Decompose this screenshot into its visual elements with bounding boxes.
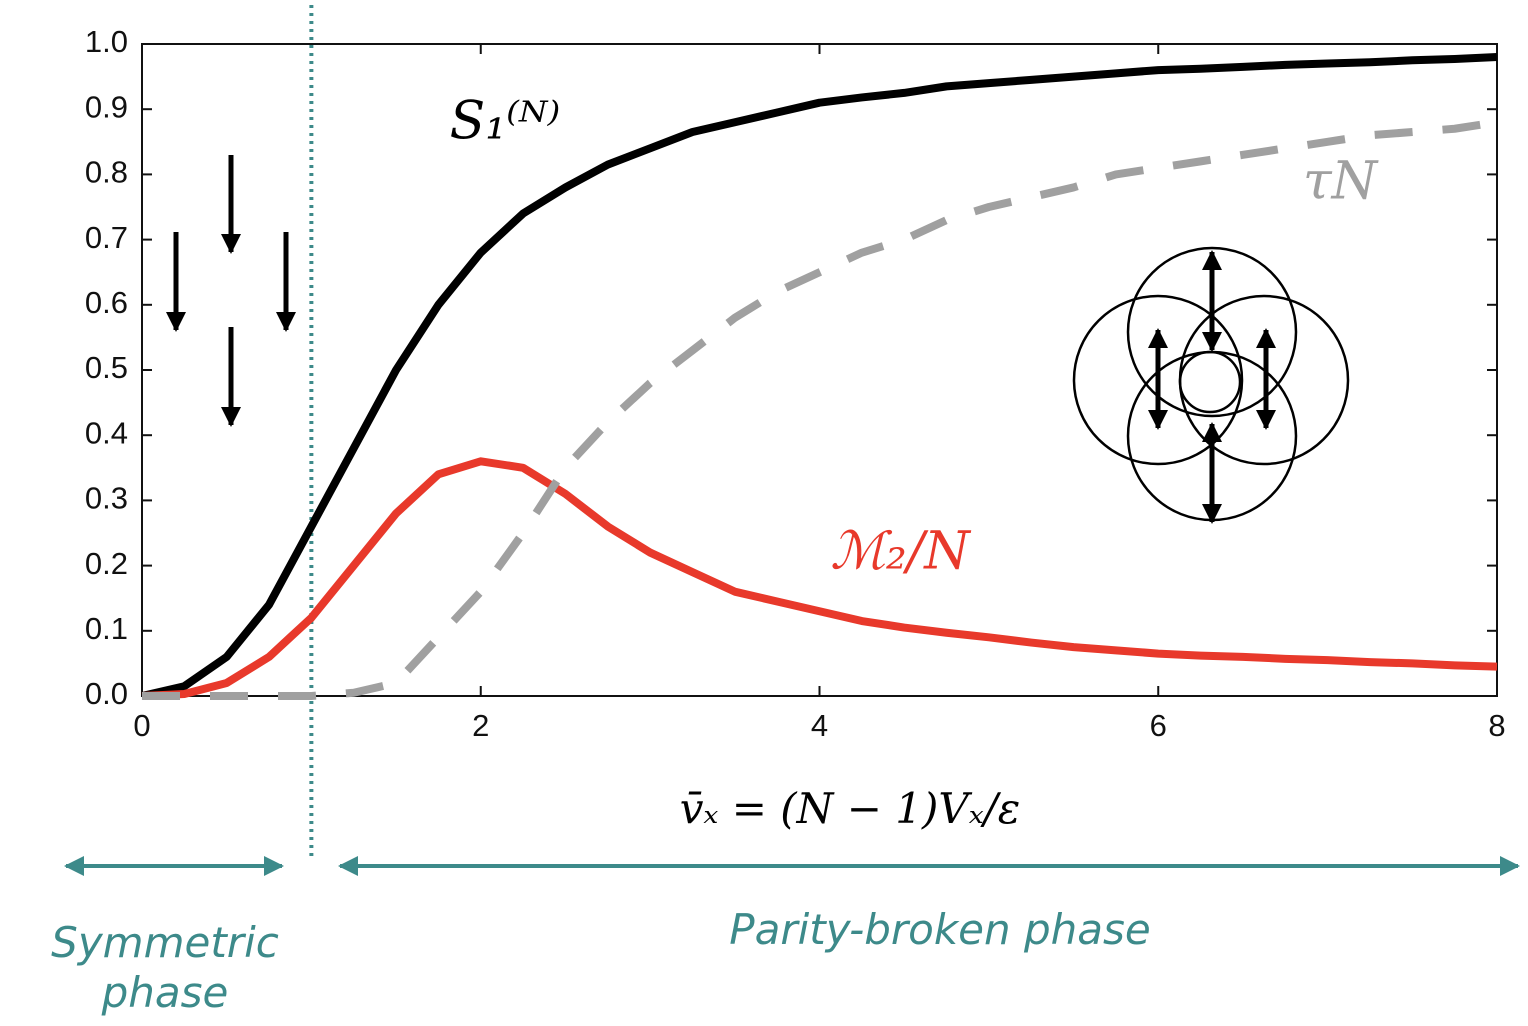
series-label: τN — [1303, 152, 1379, 212]
annotation: Symmetric phase — [51, 918, 279, 1018]
y-tick-label: 0.8 — [85, 155, 128, 190]
x-tick-label: 8 — [1488, 708, 1505, 743]
series-line — [141, 53, 1498, 700]
y-tick-label: 0.0 — [85, 676, 128, 711]
series-line — [141, 457, 1498, 700]
y-tick-label: 0.3 — [85, 481, 128, 516]
orbital-diagram — [1072, 246, 1350, 522]
x-tick-label: 0 — [133, 708, 150, 743]
y-tick-label: 0.1 — [85, 611, 128, 646]
series-label: S₁⁽ᴺ⁾ — [450, 92, 561, 152]
x-tick-label: 2 — [472, 708, 489, 743]
annotation: Parity-broken phase — [729, 905, 1151, 954]
series-line — [142, 118, 1498, 700]
y-tick-label: 1.0 — [85, 24, 128, 59]
y-tick-label: 0.7 — [85, 220, 128, 255]
x-axis-label: v̄ₓ = (N − 1)Vₓ/ε — [680, 784, 1021, 833]
plot-frame — [141, 43, 1498, 697]
y-tick-label: 0.2 — [85, 546, 128, 581]
x-tick-label: 4 — [811, 708, 828, 743]
x-tick-label: 6 — [1150, 708, 1167, 743]
orbital-arrows — [1148, 250, 1276, 524]
y-tick-label: 0.4 — [85, 415, 128, 450]
y-tick-label: 0.5 — [85, 350, 128, 385]
y-tick-label: 0.6 — [85, 285, 128, 320]
y-tick-label: 0.9 — [85, 89, 128, 124]
spin-arrows — [166, 155, 296, 427]
series-label: ℳ₂/N — [830, 522, 971, 582]
